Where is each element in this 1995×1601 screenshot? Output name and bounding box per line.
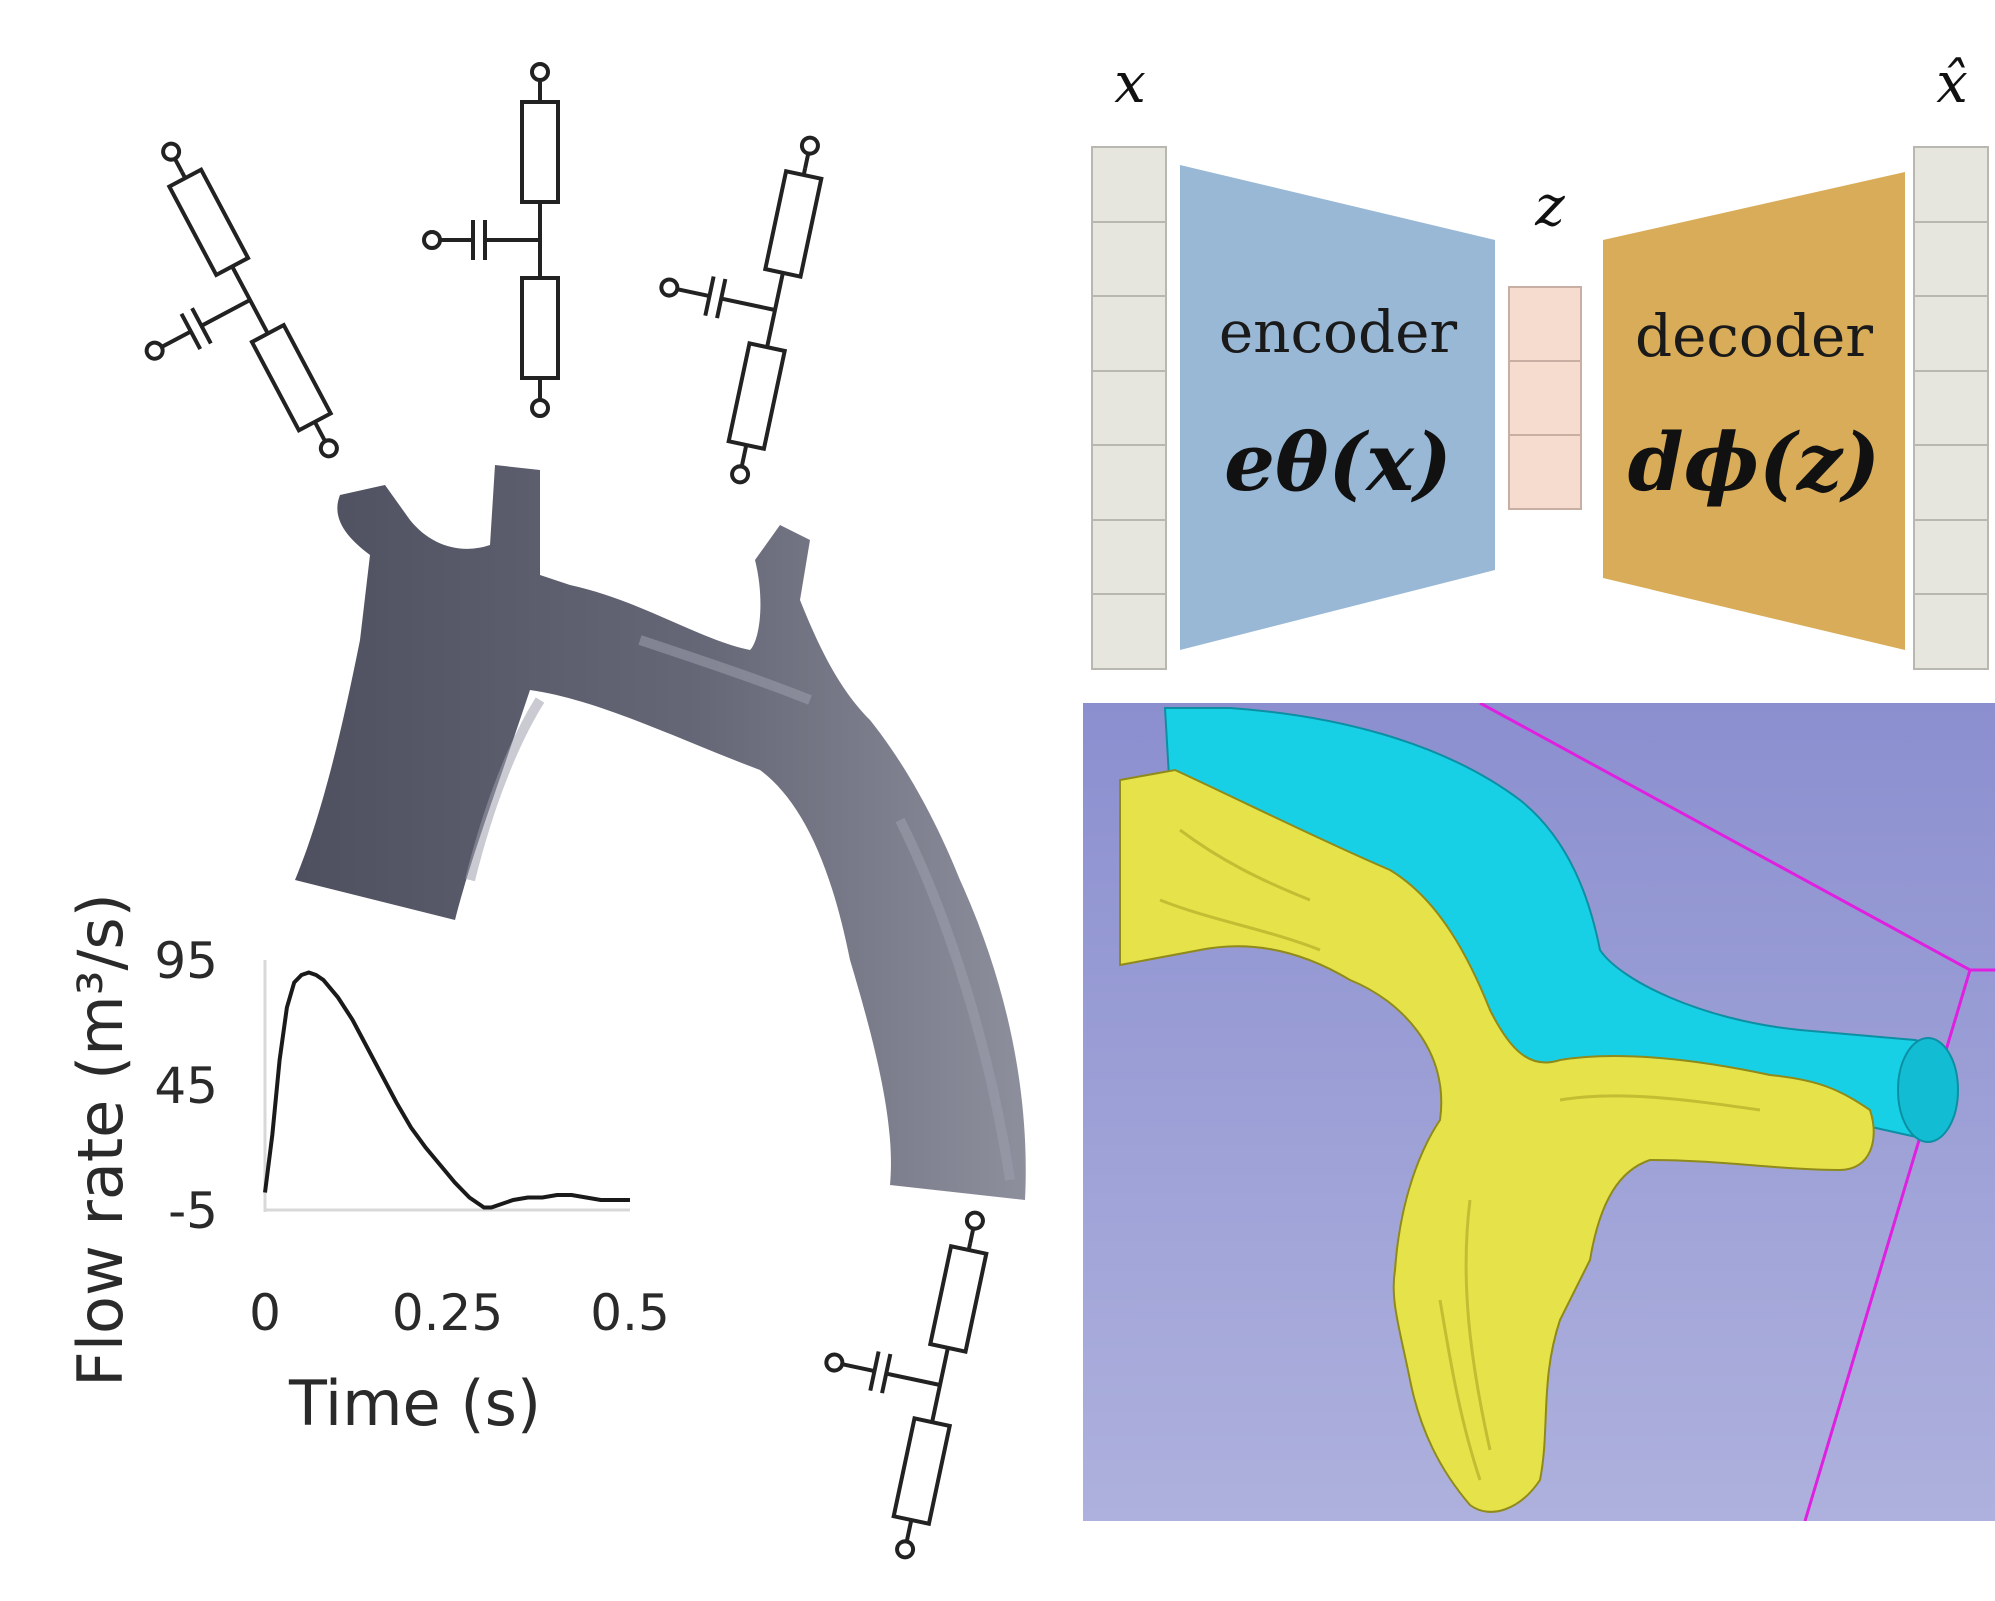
x-axis-label: Time (s) xyxy=(288,1367,541,1440)
aorta-vessel xyxy=(295,465,1026,1200)
input-vector xyxy=(1091,146,1167,670)
y-tick-label: 95 xyxy=(154,932,218,990)
flow-rate-chart: 0 0.25 0.5 95 45 -5 Time (s) Flow rate (m³/s) xyxy=(64,893,670,1440)
target-mesh xyxy=(1119,768,1875,1513)
encoder-formula: eθ(x) xyxy=(1224,415,1452,509)
decoder-block xyxy=(1603,172,1905,650)
output-label: x̂ xyxy=(1936,51,1968,116)
x-tick-label: 0 xyxy=(249,1284,281,1342)
encoder-label: encoder xyxy=(1219,298,1458,366)
x-tick-label: 0.5 xyxy=(590,1284,670,1342)
y-tick-label: 45 xyxy=(154,1057,218,1115)
windkessel-circuit-2 xyxy=(422,62,560,418)
autoencoder-diagram: x x̂ z encoder eθ(x) decoder dϕ(z) xyxy=(1091,51,1989,670)
segmentation-view xyxy=(1083,703,1995,1521)
x-tick-label: 0.25 xyxy=(392,1284,503,1342)
decoder-label: decoder xyxy=(1635,302,1873,370)
decoder-formula: dϕ(z) xyxy=(1628,415,1880,509)
latent-label: z xyxy=(1534,174,1565,239)
vessel-model xyxy=(295,465,1026,1200)
y-axis-label: Flow rate (m³/s) xyxy=(64,893,137,1387)
vessel-highlight xyxy=(465,635,1015,1181)
template-mesh-cap xyxy=(1897,1037,1959,1143)
flow-rate-series-line xyxy=(263,970,630,1210)
latent-vector xyxy=(1508,286,1582,510)
output-vector xyxy=(1913,146,1989,670)
y-tick-label: -5 xyxy=(168,1182,218,1240)
encoder-block xyxy=(1180,165,1495,650)
input-label: x xyxy=(1114,51,1146,116)
windkessel-circuit-1 xyxy=(65,136,349,510)
target-mesh-texture xyxy=(1159,828,1761,1481)
windkessel-circuit-3 xyxy=(622,111,832,488)
windkessel-circuit-4 xyxy=(787,1186,997,1563)
